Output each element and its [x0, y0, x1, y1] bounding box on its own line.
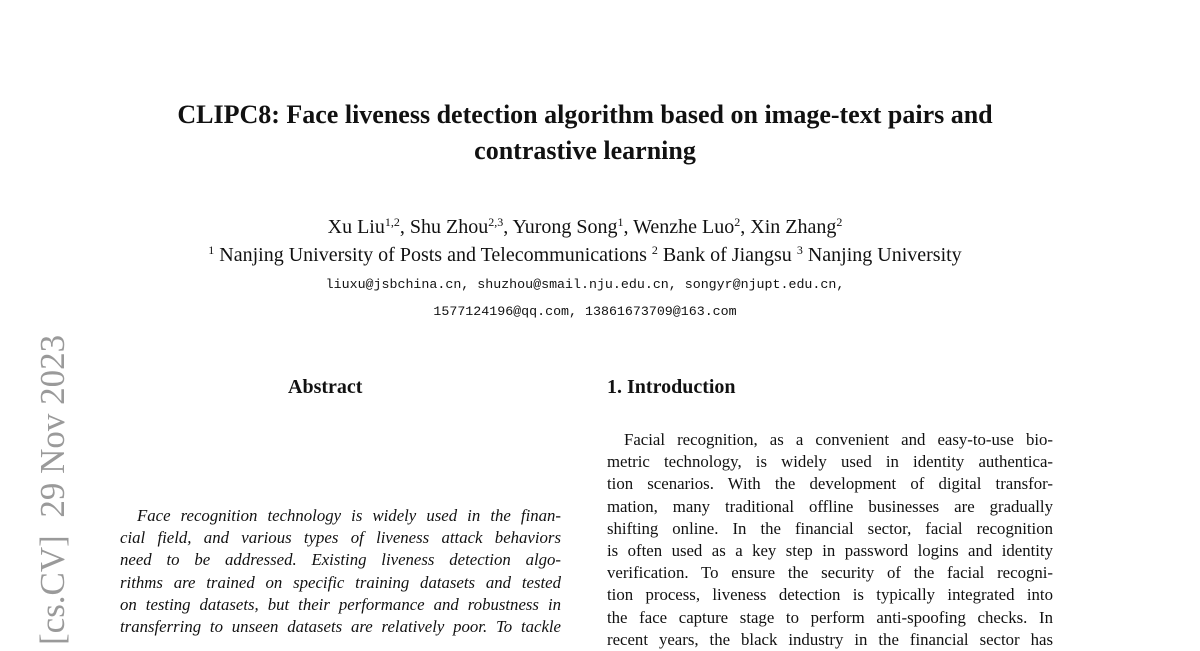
affiliation-number: 3 [796, 243, 803, 257]
abstract-heading: Abstract [288, 376, 363, 398]
author-affiliation: 2 [836, 215, 843, 229]
author-affiliation: 2 [734, 215, 741, 229]
affiliation: Bank of Jiangsu [662, 244, 792, 266]
text-line: verification. To ensure the security of … [607, 563, 1053, 583]
author-affiliation: 1 [617, 215, 624, 229]
affiliation-list: 1 Nanjing University of Posts and Teleco… [0, 241, 1170, 269]
text-line: the face capture stage to perform anti-s… [607, 607, 1053, 627]
author-affiliation: 1,2 [384, 215, 400, 229]
author-name: Yurong Song [512, 216, 618, 238]
affiliation: Nanjing University of Posts and Telecomm… [219, 244, 647, 266]
text-line: Face recognition technology is widely us… [137, 506, 561, 525]
arxiv-stamp: [cs.CV] 29 Nov 2023 [33, 334, 72, 645]
author-name: Xin Zhang [750, 216, 837, 238]
author-name: Shu Zhou [409, 216, 489, 238]
text-line: recent years, the black industry in the … [607, 629, 1053, 649]
author-name: Xu Liu [327, 216, 385, 238]
text-line: tion scenarios. With the development of … [607, 474, 1053, 494]
paper-title: CLIPC8: Face liveness detection algorith… [0, 97, 1170, 169]
title-line: contrastive learning [474, 136, 696, 165]
title-line: CLIPC8: Face liveness detection algorith… [177, 100, 993, 129]
text-line: Facial recognition, as a convenient and … [624, 430, 1053, 449]
text-line: mation, many traditional offline busines… [607, 496, 1053, 516]
affiliation: Nanjing University [807, 244, 962, 266]
text-line: tion process, liveness detection is typi… [607, 585, 1053, 605]
text-line: on testing datasets, but their performan… [120, 594, 561, 614]
text-line: is often used as a key step in password … [607, 541, 1053, 561]
affiliation-number: 2 [651, 243, 658, 257]
email-block: liuxu@jsbchina.cn, shuzhou@smail.nju.edu… [0, 271, 1170, 325]
text-line: metric technology, is widely used in ide… [607, 452, 1053, 472]
text-line: need to be addressed. Existing liveness … [120, 550, 561, 570]
text-line: transferring to unseen datasets are rela… [120, 617, 561, 637]
email-line: 1577124196@qq.com, 13861673709@163.com [433, 304, 737, 319]
introduction-heading: 1. Introduction [607, 376, 736, 398]
author-affiliation: 2,3 [488, 215, 504, 229]
text-line: shifting online. In the financial sector… [607, 518, 1053, 538]
author-name: Wenzhe Luo [633, 216, 735, 238]
email-line: liuxu@jsbchina.cn, shuzhou@smail.nju.edu… [325, 277, 845, 292]
text-line: cial field, and various types of livenes… [120, 528, 561, 548]
introduction-body: Facial recognition, as a convenient and … [607, 429, 1053, 651]
abstract-body: Face recognition technology is widely us… [120, 505, 561, 638]
author-list: Xu Liu1,2, Shu Zhou2,3, Yurong Song1, We… [327, 215, 843, 238]
author-block: Xu Liu1,2, Shu Zhou2,3, Yurong Song1, We… [0, 213, 1170, 269]
affiliation-number: 1 [208, 243, 215, 257]
text-line: rithms are trained on specific training … [120, 572, 561, 592]
